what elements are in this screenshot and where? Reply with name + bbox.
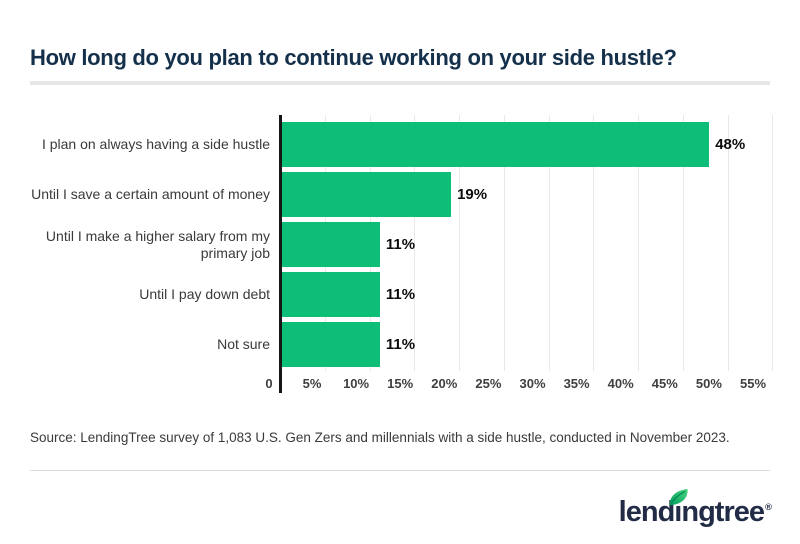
- source-note: Source: LendingTree survey of 1,083 U.S.…: [30, 430, 730, 445]
- bar: [282, 272, 380, 317]
- value-label: 11%: [385, 286, 416, 303]
- x-axis-tick-label: 50%: [695, 376, 722, 391]
- category-label: Until I pay down debt: [139, 286, 270, 302]
- lendingtree-logo[interactable]: lend ı ngtree ®: [618, 488, 772, 537]
- chart-title: How long do you plan to continue working…: [30, 45, 677, 70]
- gridline: [414, 115, 416, 371]
- gridline: [772, 115, 774, 371]
- gridline: [503, 115, 505, 371]
- category-label: Until I save a certain amount of money: [31, 186, 270, 202]
- x-axis-tick-label: 45%: [651, 376, 678, 391]
- leaf-icon: [669, 488, 688, 506]
- title-divider: [30, 81, 770, 85]
- category-label: I plan on always having a side hustle: [41, 136, 270, 152]
- logo-text-lend: lend: [618, 496, 676, 528]
- gridline: [593, 115, 595, 371]
- gridline: [682, 115, 684, 371]
- logo-letter-i: ı: [669, 488, 688, 530]
- x-axis-tick-label: 20%: [431, 376, 458, 391]
- gridline: [548, 115, 550, 371]
- bar: [282, 322, 380, 367]
- x-axis-tick-label: 35%: [563, 376, 590, 391]
- x-axis-tick-label: 15%: [387, 376, 414, 391]
- footer-divider: [30, 470, 770, 471]
- value-label: 11%: [385, 336, 416, 353]
- gridline: [638, 115, 639, 371]
- bar: [282, 122, 710, 167]
- x-axis-tick-label: 40%: [607, 376, 634, 391]
- x-axis-tick-label: 25%: [475, 376, 502, 391]
- logo-text-ngtree: ngtree: [681, 496, 765, 528]
- gridline: [727, 115, 729, 371]
- category-label: Not sure: [217, 336, 270, 352]
- bar: [282, 172, 452, 217]
- gridline: [459, 115, 460, 371]
- bar-chart: I plan on always having a side hustle 48%…: [31, 115, 774, 393]
- x-axis-tick-label: 30%: [519, 376, 546, 391]
- value-label: 11%: [385, 236, 416, 253]
- x-axis-tick-label: 10%: [343, 376, 370, 391]
- logo-dotless-i: ı: [674, 496, 682, 528]
- category-label: Until I make a higher salary from my pri…: [45, 227, 270, 261]
- bar: [282, 222, 380, 267]
- value-label: 48%: [715, 136, 746, 153]
- y-axis-line: [279, 115, 282, 393]
- x-axis-tick-label: 55%: [739, 376, 767, 391]
- value-label: 19%: [457, 186, 488, 203]
- x-axis-tick-label: 0: [265, 376, 273, 391]
- registered-trademark: ®: [765, 502, 772, 513]
- x-axis-tick-label: 5%: [302, 376, 322, 391]
